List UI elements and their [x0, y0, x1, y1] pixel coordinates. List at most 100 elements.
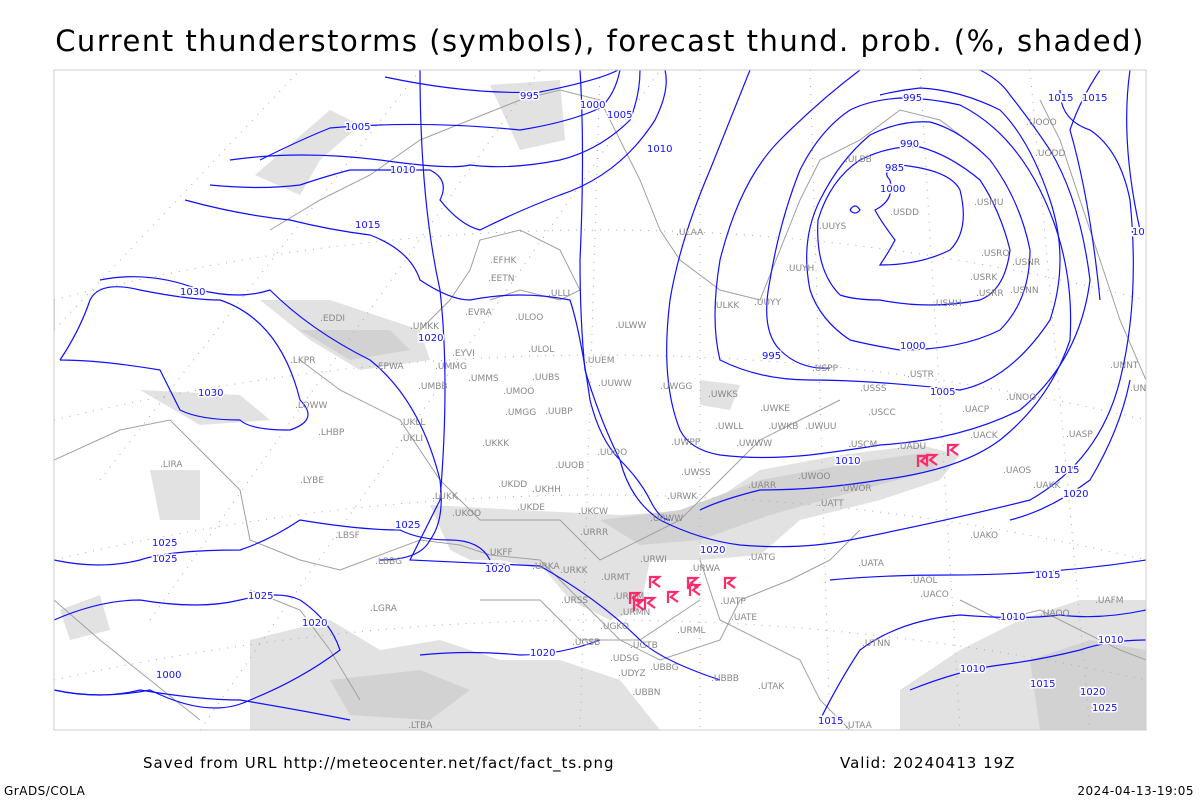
- station-label: .UATT: [818, 499, 844, 509]
- isobar-label: 1025: [1092, 703, 1117, 714]
- station-label: .UUWW: [598, 379, 632, 389]
- station-label: .UMMG: [435, 362, 467, 372]
- isobar-label: 10: [1132, 227, 1145, 238]
- isobar-label: 1025: [152, 554, 177, 565]
- station-label: .UODD: [1035, 149, 1065, 159]
- station-label: .UGTB: [630, 641, 658, 651]
- station-label: .UTNN: [862, 639, 890, 649]
- isobar-label: 1000: [880, 184, 905, 195]
- station-label: .USPP: [812, 364, 839, 374]
- station-label: .ULBB: [845, 155, 872, 165]
- station-label: .UUOO: [597, 448, 627, 458]
- isobar-labels: 9951000100510101005101010151030103010201…: [151, 90, 1147, 729]
- coastlines-borders: [54, 89, 1146, 730]
- station-label: .UWKE: [760, 404, 790, 414]
- station-label: .USDD: [890, 208, 919, 218]
- isobar-label: 1010: [1000, 612, 1025, 623]
- station-label: .UWGG: [660, 382, 692, 392]
- station-label: .UUOB: [555, 461, 584, 471]
- station-label: .USRR: [976, 289, 1004, 299]
- thunderstorm-probability-shading: [60, 80, 1146, 730]
- station-label: .UKDD: [498, 480, 527, 490]
- station-label: .URMM: [613, 592, 644, 602]
- isobar-label: 1005: [345, 122, 370, 133]
- isobar-label: 1015: [355, 220, 380, 231]
- station-label: .USCC: [868, 408, 896, 418]
- station-label: .LKPR: [290, 356, 315, 366]
- isobar-label: 1010: [390, 165, 415, 176]
- station-label: .UATG: [748, 553, 775, 563]
- station-label: .UUYS: [819, 222, 847, 232]
- station-label: .UWSS: [681, 468, 711, 478]
- station-label: .UDSG: [610, 654, 639, 664]
- isobar-label: 1030: [198, 388, 223, 399]
- station-label: .ULWW: [615, 321, 647, 331]
- map-frame: [53, 69, 1147, 731]
- station-label: .USCM: [848, 440, 877, 450]
- isobar-label: 1020: [530, 648, 555, 659]
- valid-time-text: Valid: 20240413 19Z: [840, 754, 1016, 772]
- station-label: .UNOO: [1006, 393, 1036, 403]
- station-label: .URKA: [532, 562, 560, 572]
- station-label: .USHH: [933, 299, 962, 309]
- isobar-label: 1025: [395, 520, 420, 531]
- isobar-label: 1020: [302, 618, 327, 629]
- source-url-text: Saved from URL http://meteocenter.net/fa…: [143, 754, 615, 772]
- station-label: .UGSB: [572, 638, 600, 648]
- station-label: .UAFM: [1095, 596, 1124, 606]
- isobar-label: 1020: [1080, 687, 1105, 698]
- station-label: .ULKK: [713, 301, 740, 311]
- thunderstorm-symbol-icon: [925, 453, 940, 466]
- isobar-label: 1005: [607, 110, 632, 121]
- station-label: .UMOO: [503, 387, 534, 397]
- station-label: .LGRA: [370, 604, 398, 614]
- isobar-label: 1020: [485, 564, 510, 575]
- station-label: .UKCW: [578, 507, 608, 517]
- station-label: .EVRA: [465, 308, 493, 318]
- station-label: .LTBA: [408, 721, 433, 731]
- station-label: .UWUU: [805, 422, 837, 432]
- station-label: .UKHH: [532, 485, 561, 495]
- station-label: .UOOO: [1026, 118, 1057, 128]
- station-label: .UAKK: [1033, 481, 1062, 491]
- isobar-label: 1025: [248, 591, 273, 602]
- station-label: .USRK: [970, 273, 998, 283]
- isobar-label: 1010: [960, 664, 985, 675]
- station-label: .UGKO: [600, 622, 629, 632]
- station-label: .USSS: [860, 384, 887, 394]
- station-label: .UACK: [970, 431, 999, 441]
- station-label: .UWKB: [768, 422, 798, 432]
- thunderstorm-symbol-icon: [648, 575, 663, 588]
- station-label: .URRR: [580, 528, 608, 538]
- station-label: .UAKO: [970, 531, 998, 541]
- station-label: .LBSF: [335, 531, 360, 541]
- station-label: .USMU: [974, 198, 1004, 208]
- isobar-label: 1020: [418, 333, 443, 344]
- station-label: .EFHK: [490, 256, 517, 266]
- station-label: .UTAK: [758, 682, 785, 692]
- station-label: .UKKK: [482, 439, 510, 449]
- station-label: .URWI: [640, 555, 667, 565]
- generated-timestamp: 2024-04-13-19:05: [1077, 784, 1194, 798]
- isobar-label: 1015: [818, 716, 843, 727]
- station-label: .UUBS: [532, 373, 560, 383]
- isobar-label: 1015: [1035, 570, 1060, 581]
- station-label: .URMT: [601, 573, 630, 583]
- thunderstorm-symbol-icon: [632, 598, 647, 611]
- isobar-label: 995: [903, 93, 922, 104]
- station-label: .UAOS: [1003, 466, 1032, 476]
- thunderstorm-symbol-icon: [946, 443, 961, 456]
- station-label: .UACO: [920, 590, 949, 600]
- thunderstorm-symbol-icon: [666, 590, 681, 603]
- isobar-label: 1000: [900, 341, 925, 352]
- station-label: .LYBE: [300, 476, 324, 486]
- isobars: [54, 70, 1146, 721]
- station-label: .URMN: [620, 608, 650, 618]
- station-label: .EYVI: [452, 349, 475, 359]
- station-label: .UKLI: [400, 434, 423, 444]
- station-label: .UKOO: [452, 509, 481, 519]
- isobar-label: 1025: [152, 538, 177, 549]
- station-label: .LHBP: [318, 428, 345, 438]
- isobar-label: 1015: [1048, 93, 1073, 104]
